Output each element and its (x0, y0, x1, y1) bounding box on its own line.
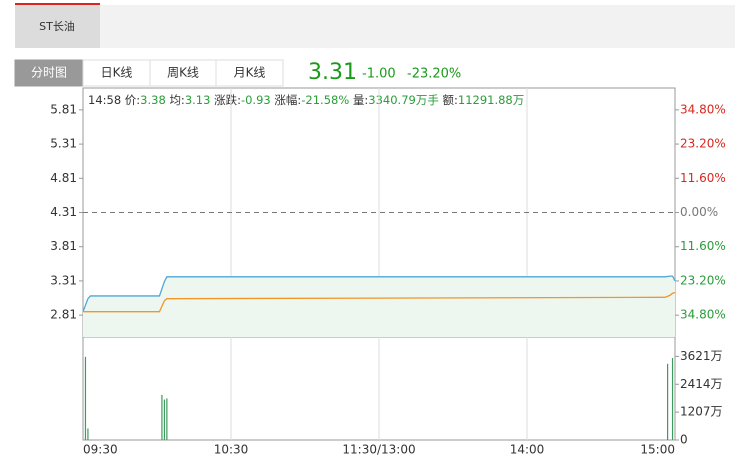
y-tick-label: 3.81 (50, 239, 77, 253)
x-tick-label: 10:30 (214, 443, 249, 457)
info-item: 涨跌: (214, 93, 241, 107)
volume-bar (161, 394, 163, 440)
chart-tab[interactable] (149, 59, 217, 87)
chart-tab[interactable] (215, 59, 284, 87)
y2-tick-label: 34.80% (680, 308, 726, 322)
chart-tab[interactable] (14, 59, 84, 87)
change-pct: -23.20% (407, 67, 461, 82)
stock-tab[interactable] (15, 5, 100, 48)
info-item: 均: (169, 93, 184, 107)
chart-tab-label[interactable]: 日K线 (101, 66, 133, 80)
chart-tab-label[interactable]: 月K线 (234, 66, 266, 80)
info-item: 涨幅: (274, 93, 301, 107)
x-tick-label: 09:30 (83, 443, 118, 457)
price: 3.31 (308, 60, 357, 85)
info-item: 价: (125, 93, 140, 107)
tab-bar (15, 5, 735, 48)
y2-tick-label: 3621万 (680, 349, 723, 363)
info-item: -0.93 (241, 93, 274, 107)
y-tick-label: 2.81 (50, 308, 77, 322)
volume-bar (667, 363, 669, 440)
y2-tick-label: 0.00% (680, 205, 718, 219)
series-line (82, 275, 676, 312)
y2-tick-label: 23.20% (680, 273, 726, 287)
y-tick-label: 4.81 (50, 171, 77, 185)
y2-tick-label: 11.60% (680, 171, 726, 185)
info-item: 3340.79万手 (368, 93, 442, 107)
y2-tick-label: 23.20% (680, 137, 726, 151)
y-tick-label: 5.81 (50, 102, 77, 116)
y2-tick-label: 2414万 (680, 377, 723, 391)
chart-tab-label[interactable]: 周K线 (167, 66, 199, 80)
y-tick-label: 4.31 (50, 205, 77, 219)
volume-bar (87, 428, 89, 440)
info-item: 3.13 (185, 93, 214, 107)
y2-tick-label: 1207万 (680, 405, 723, 419)
x-tick-label: 14:00 (510, 443, 545, 457)
y2-tick-label: 0 (680, 433, 688, 447)
price-area (83, 276, 675, 337)
change: -1.00 (362, 67, 396, 82)
tab-indicator (15, 3, 100, 5)
volume-bar (671, 358, 674, 440)
y2-tick-label: 34.80% (680, 102, 726, 116)
y-tick-label: 3.31 (50, 273, 77, 287)
info-item: 11291.88万 (458, 93, 524, 107)
chart-tab[interactable] (82, 59, 151, 87)
info-item: -21.58% (301, 93, 353, 107)
info-line: 14:58 价:3.38 均:3.13 涨跌:-0.93 涨幅:-21.58% … (88, 93, 524, 107)
stock-tab-label[interactable]: ST长油 (39, 19, 75, 33)
info-item: 14:58 (88, 93, 125, 107)
info-item: 额: (443, 93, 458, 107)
series-line (83, 291, 676, 313)
info-item: 量: (353, 93, 368, 107)
y-tick-label: 5.31 (50, 137, 77, 151)
chart-tab-label[interactable]: 分时图 (31, 66, 67, 80)
x-tick-label: 11:30/13:00 (342, 443, 415, 457)
info-item: 3.38 (140, 93, 169, 107)
volume-bar (166, 398, 168, 440)
volume-bar (163, 399, 165, 440)
x-tick-label: 15:00 (640, 443, 675, 457)
y2-tick-label: 11.60% (680, 239, 726, 253)
volume-bar (84, 356, 87, 440)
